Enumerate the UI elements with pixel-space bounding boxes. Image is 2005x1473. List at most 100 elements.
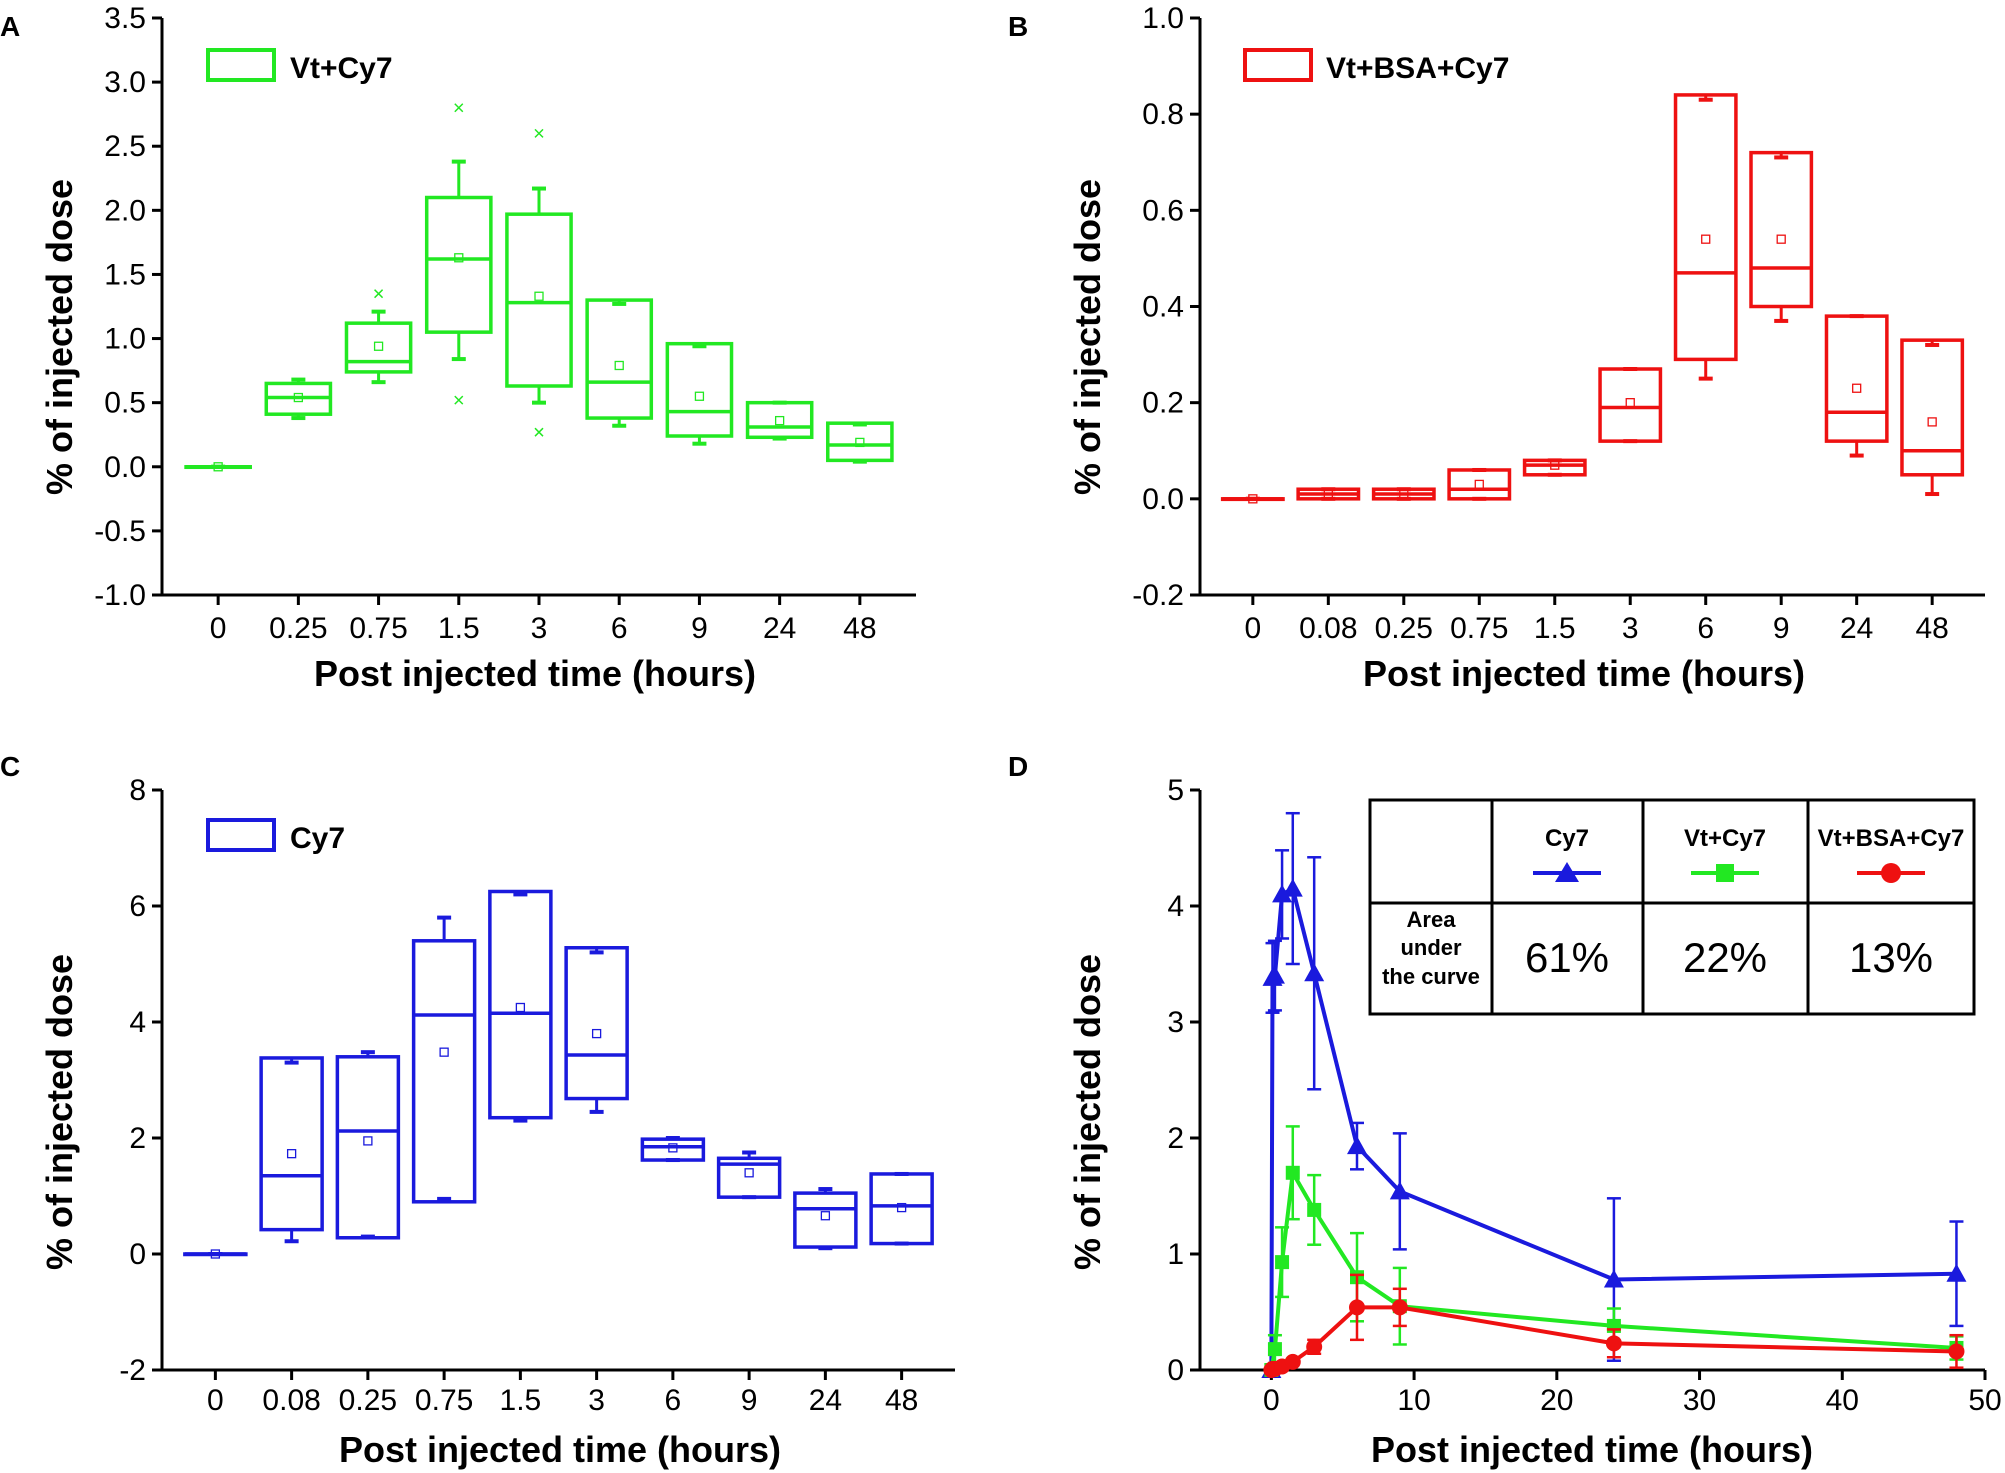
box-rect [1749, 150, 1814, 309]
table-row-label: Area [1407, 907, 1457, 932]
x-tick-label: 3 [588, 1384, 605, 1417]
legend-label-b: Vt+BSA+Cy7 [1326, 52, 1509, 85]
box-rect [793, 1191, 858, 1249]
mean-marker [896, 1202, 907, 1213]
box-rect [335, 1055, 401, 1240]
y-tick-label: 1.0 [104, 323, 146, 356]
box-rect [869, 1172, 934, 1246]
mean-marker [1550, 460, 1560, 470]
y-tick-label: 0.0 [1142, 483, 1184, 516]
x-tick-label: 9 [1773, 612, 1790, 645]
data-point [1275, 1255, 1290, 1270]
x-tick-label: 0.25 [339, 1384, 397, 1417]
panel-label-b: B [1008, 11, 1028, 42]
box-rect [1900, 338, 1965, 477]
x-tick-label: 6 [611, 612, 628, 645]
box-rect [745, 400, 814, 440]
auc-value-vt-cy7: 22% [1683, 934, 1767, 981]
mean-marker [363, 1136, 373, 1146]
y-tick-label: 6 [129, 890, 146, 923]
box-48 [826, 421, 894, 464]
mean-marker [1776, 234, 1786, 244]
y-axis-title-a: % of injected dose [39, 179, 80, 495]
y-tick-label: 1.5 [104, 258, 146, 291]
box-3 [505, 128, 573, 437]
legend-swatch-a [206, 48, 276, 82]
table-header-cy7: Cy7 [1545, 825, 1589, 852]
mean-marker [293, 392, 304, 403]
box-0.25 [335, 1050, 401, 1240]
x-tick-label: 3 [1622, 612, 1639, 645]
legend-label-c: Cy7 [290, 822, 345, 855]
data-point [1603, 1269, 1624, 1288]
mean-marker [1852, 383, 1862, 393]
x-tick-label: 0.08 [1299, 612, 1357, 645]
box-6 [1673, 93, 1738, 381]
x-tick-label: 0 [207, 1384, 224, 1417]
x-tick-label: 0.75 [1450, 612, 1508, 645]
box-9 [1749, 150, 1814, 323]
mean-marker [210, 1249, 221, 1259]
data-point [1285, 1165, 1300, 1180]
panel-label-d: D [1008, 751, 1028, 782]
data-point [1267, 1342, 1282, 1357]
box-0.25 [264, 377, 333, 421]
data-point [1389, 1181, 1410, 1200]
box-0 [1220, 494, 1285, 504]
data-point [1272, 884, 1293, 903]
data-point [1349, 1299, 1365, 1316]
table-header-vt-bsa-cy7: Vt+BSA+Cy7 [1818, 825, 1965, 852]
mean-marker [1474, 479, 1484, 490]
panel-a: A -1.0 -0.5 0.0 0.5 1.0 1.5 2.0 2.5 3.0 3.5 0 0.25 0… [0, 2, 916, 694]
x-tick-label: 24 [763, 612, 796, 645]
data-point [1264, 965, 1285, 984]
mean-marker [694, 391, 705, 401]
y-tick-label: 2.0 [104, 194, 146, 227]
box-rect [564, 946, 629, 1101]
auc-value-vt-bsa-cy7: 13% [1849, 934, 1933, 981]
y-axis-title-d: % of injected dose [1067, 954, 1108, 1270]
box-rect [665, 341, 734, 438]
circle-marker-icon [1881, 863, 1901, 883]
data-point [1347, 1136, 1367, 1155]
mean-marker [774, 415, 785, 426]
box-rect [1598, 367, 1663, 443]
outlier-marker [534, 427, 544, 437]
box-24 [745, 400, 814, 441]
y-tick-label: 8 [129, 774, 146, 807]
x-tick-label: 6 [1697, 612, 1714, 645]
y-tick-label: 2 [1167, 1122, 1184, 1155]
y-tick-label: 0.0 [104, 451, 146, 484]
data-point [1948, 1343, 1965, 1360]
x-tick-label: 0 [210, 612, 227, 645]
x-tick-label: 0.75 [349, 612, 407, 645]
x-tick-label: 1.5 [438, 612, 480, 645]
data-point [1946, 1263, 1967, 1282]
box-rect [259, 1056, 324, 1232]
series-Vt+BSA+Cy7 [1263, 1273, 1965, 1378]
y-tick-label: 0 [129, 1238, 146, 1271]
mean-marker [439, 1047, 449, 1057]
box-48 [1900, 338, 1965, 497]
legend-swatch-b [1243, 48, 1313, 82]
mean-marker [591, 1028, 602, 1039]
x-tick-label: 50 [1968, 1384, 2001, 1417]
mean-marker [454, 253, 464, 263]
box-3 [564, 946, 629, 1114]
data-point [1304, 963, 1325, 982]
box-rect [716, 1156, 782, 1199]
box-0 [183, 1249, 248, 1259]
box-48 [869, 1171, 934, 1246]
auc-table: Cy7 Vt+Cy7 Vt+BSA+Cy7 Area under the cur… [1368, 798, 1976, 1016]
data-point [1306, 1338, 1323, 1355]
box-9 [716, 1150, 782, 1200]
y-tick-label: 1 [1167, 1238, 1184, 1271]
box-rect [1824, 314, 1889, 443]
x-tick-label: 1.5 [1534, 612, 1576, 645]
y-tick-label: -2 [119, 1354, 146, 1387]
box-9 [665, 341, 734, 446]
x-tick-label: 9 [741, 1384, 758, 1417]
legend-swatch-c [206, 818, 276, 852]
x-tick-label: 24 [1840, 612, 1873, 645]
box-0.25 [1371, 487, 1436, 501]
